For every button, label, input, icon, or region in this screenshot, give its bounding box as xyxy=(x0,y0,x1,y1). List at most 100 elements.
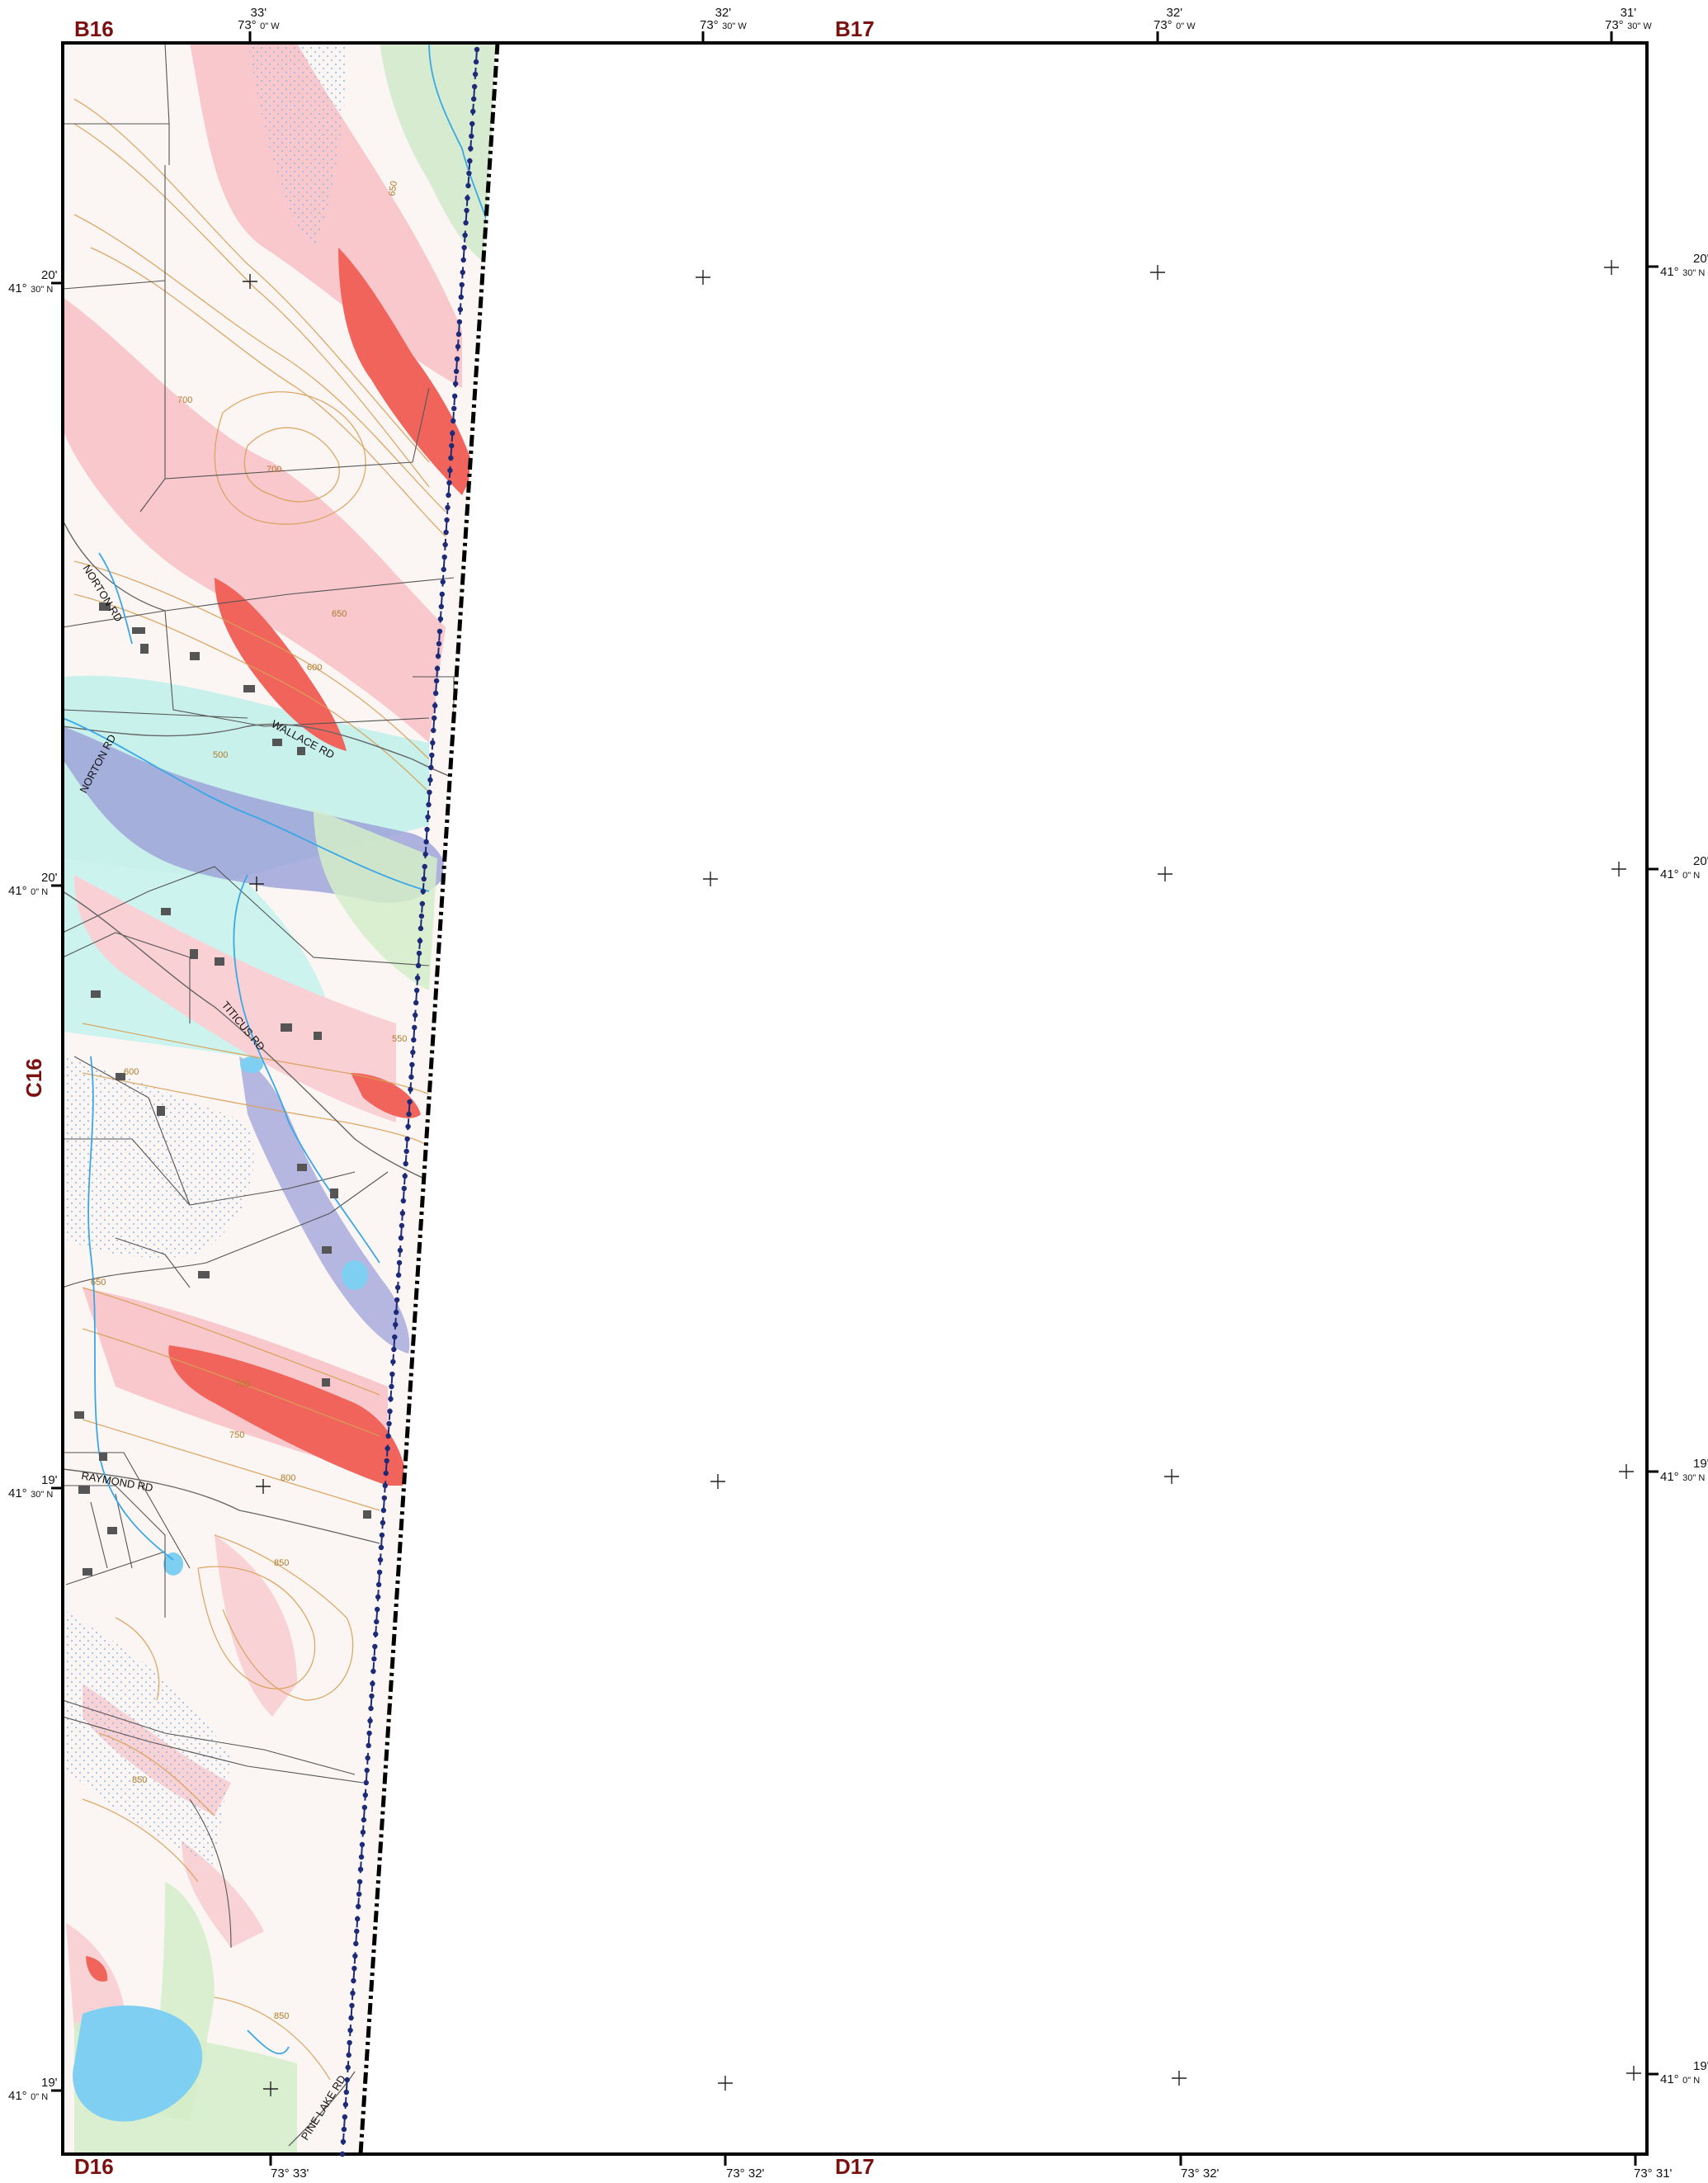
town-line-dot xyxy=(359,1841,366,1848)
town-line-dot xyxy=(413,999,419,1006)
lat-degrees: 41° xyxy=(1660,264,1679,279)
town-line-dot xyxy=(394,1297,400,1303)
town-line-dot xyxy=(470,96,477,102)
lat-degrees: 41° xyxy=(8,281,27,295)
left-latitude-label: 19' 41° 0" N xyxy=(8,2077,58,2104)
town-line-dot xyxy=(423,839,429,845)
contour-label: 700 xyxy=(177,395,192,405)
town-line-dot xyxy=(372,1643,378,1650)
town-line-dot xyxy=(375,1581,382,1588)
town-line-dot xyxy=(463,220,469,226)
town-line-dot xyxy=(368,1705,374,1712)
town-line-dot xyxy=(384,1458,389,1464)
town-line-dot xyxy=(466,170,472,177)
town-line-dot xyxy=(379,1532,385,1538)
town-line-dot xyxy=(427,777,433,783)
town-line-dot xyxy=(470,108,476,115)
town-line-dot xyxy=(347,2039,352,2046)
town-line-dot xyxy=(341,2126,347,2133)
town-line-dot xyxy=(425,814,431,820)
lat-degrees: 41° xyxy=(8,2088,27,2103)
left-latitude-label: 20' 41° 30" N xyxy=(8,269,58,296)
town-line-dot xyxy=(346,2052,352,2058)
drift-area xyxy=(248,43,347,248)
buildings xyxy=(74,602,371,1576)
lon-degrees: 73° xyxy=(1605,18,1624,32)
slope-zone xyxy=(215,1535,297,1717)
town-line-dot xyxy=(380,1507,387,1514)
slope-zone xyxy=(63,297,446,743)
contour-label: 650 xyxy=(91,1278,106,1288)
town-line-dot xyxy=(412,1024,418,1031)
town-line-dot xyxy=(465,182,471,189)
side-tick-marks xyxy=(51,265,1658,2092)
town-line-dot xyxy=(455,331,462,338)
town-line-dot xyxy=(446,492,451,498)
town-line-dot xyxy=(339,2151,346,2157)
left-latitude-label: 19' 41° 30" N xyxy=(8,1474,58,1501)
town-line-dot xyxy=(416,950,422,957)
town-line-dot xyxy=(357,1866,364,1873)
steep-slope-zone xyxy=(338,248,474,495)
town-line-dot xyxy=(358,1854,365,1860)
town-line-dot xyxy=(373,1631,379,1637)
pond xyxy=(73,2006,203,2122)
steep-slope-zone xyxy=(86,1956,108,1982)
town-line-dot xyxy=(408,1086,413,1093)
town-line-dot xyxy=(356,1878,363,1885)
town-line-dot xyxy=(402,1173,408,1179)
town-line-dot xyxy=(393,1321,399,1328)
town-line-dot xyxy=(434,665,441,672)
town-line-dot xyxy=(394,1309,399,1316)
lat-degrees: 41° xyxy=(8,1486,27,1500)
steep-slope-zone xyxy=(168,1345,408,1486)
town-line-dot xyxy=(422,851,428,858)
town-line-dot xyxy=(413,1012,418,1018)
town-line-dot xyxy=(430,739,436,746)
left-latitude-label: 20' 41° 0" N xyxy=(8,872,58,899)
town-line-dot xyxy=(385,1433,391,1439)
town-line-dot xyxy=(448,455,454,461)
town-line-dot xyxy=(345,2064,351,2071)
quad-boundary-line xyxy=(358,42,500,2155)
lat-minutes: 19' xyxy=(1693,1457,1708,1471)
town-line-dot xyxy=(362,1792,369,1798)
slope-zone xyxy=(74,875,396,1122)
town-line-dot xyxy=(442,541,448,548)
town-line-dot xyxy=(419,900,426,907)
town-line-dot xyxy=(390,1358,396,1365)
town-line-dot xyxy=(342,2114,348,2120)
town-line-dot xyxy=(343,2089,349,2096)
town-line-dot xyxy=(355,1903,361,1910)
town-line-dot xyxy=(465,195,470,201)
town-line-dot xyxy=(455,343,461,350)
contour-label: 700 xyxy=(267,465,281,475)
contour-label: 700 xyxy=(235,1379,250,1389)
town-line-dot xyxy=(407,1099,413,1105)
town-line-dot xyxy=(371,1656,377,1662)
lon-degrees: 73° xyxy=(238,18,257,32)
town-line-dot xyxy=(417,938,423,944)
town-line-dot xyxy=(450,430,455,437)
town-line-dot xyxy=(429,752,435,758)
town-line-dot xyxy=(391,1346,397,1353)
town-line-dot xyxy=(427,789,432,796)
town-line-dot xyxy=(388,1396,394,1402)
town-line-dot xyxy=(409,1061,415,1068)
town-line-dot xyxy=(383,1470,389,1477)
drift-area xyxy=(63,1609,231,1865)
lon-seconds: 0" W xyxy=(260,21,280,31)
lat-seconds: 0" N xyxy=(31,2091,49,2102)
town-line-dot xyxy=(396,1259,403,1266)
town-line-dot xyxy=(462,232,468,239)
right-latitude-label: 20' 41° 0" N xyxy=(1660,855,1708,882)
town-line-dot xyxy=(458,294,465,300)
slope-zone xyxy=(190,43,462,388)
town-line-dot xyxy=(436,628,443,635)
town-line-dot xyxy=(355,1916,361,1922)
contour-label: 650 xyxy=(332,609,347,619)
lat-seconds: 30" N xyxy=(1682,267,1706,278)
lat-minutes: 19' xyxy=(1693,2059,1708,2073)
town-line-dot xyxy=(352,1965,357,1972)
town-line-dot xyxy=(399,1222,405,1229)
